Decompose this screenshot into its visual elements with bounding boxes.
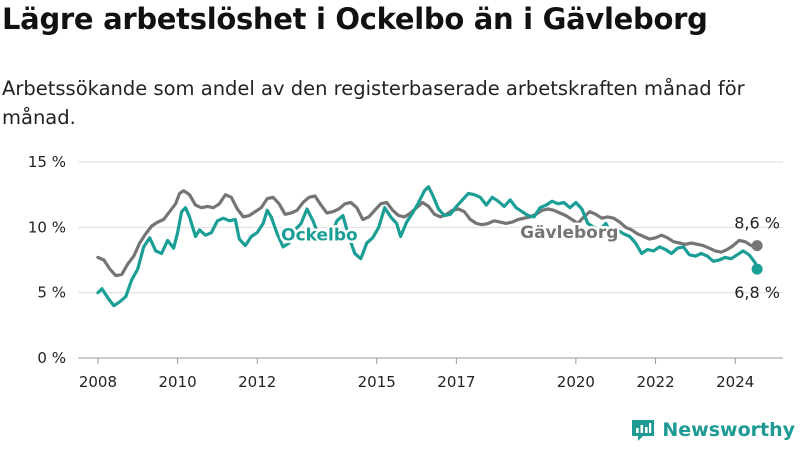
- brand-name: Newsworthy: [662, 419, 795, 441]
- series-line-gavleborg: [96, 189, 759, 278]
- end-label-gavleborg: 8,6 %: [734, 214, 780, 233]
- x-tick-label: 2008: [79, 373, 117, 391]
- end-point-ockelbo: [751, 263, 763, 275]
- brand-logo: Newsworthy: [630, 417, 795, 443]
- end-point-gavleborg: [751, 240, 763, 252]
- series-line-ockelbo: [96, 185, 759, 308]
- x-tick-label: 2012: [238, 373, 276, 391]
- x-tick-label: 2022: [636, 373, 674, 391]
- x-tick-label: 2020: [557, 373, 595, 391]
- x-tick-label: 2015: [358, 373, 396, 391]
- end-label-ockelbo: 6,8 %: [734, 283, 780, 302]
- x-tick-label: 2010: [158, 373, 196, 391]
- y-tick-label: 10 %: [28, 218, 66, 236]
- y-tick-label: 15 %: [28, 153, 66, 171]
- chart-title: Lägre arbetslöshet i Ockelbo än i Gävleb…: [2, 2, 708, 36]
- chart-subtitle: Arbetssökande som andel av den registerb…: [2, 77, 745, 129]
- series-label-gavleborg: Gävleborg: [520, 223, 618, 243]
- y-tick-label: 0 %: [37, 349, 66, 367]
- y-tick-label: 5 %: [37, 284, 66, 302]
- bar-chart-logo-icon: [632, 420, 655, 441]
- x-tick-label: 2024: [716, 373, 754, 391]
- x-tick-label: 2017: [437, 373, 475, 391]
- series-label-ockelbo: Ockelbo: [281, 225, 358, 245]
